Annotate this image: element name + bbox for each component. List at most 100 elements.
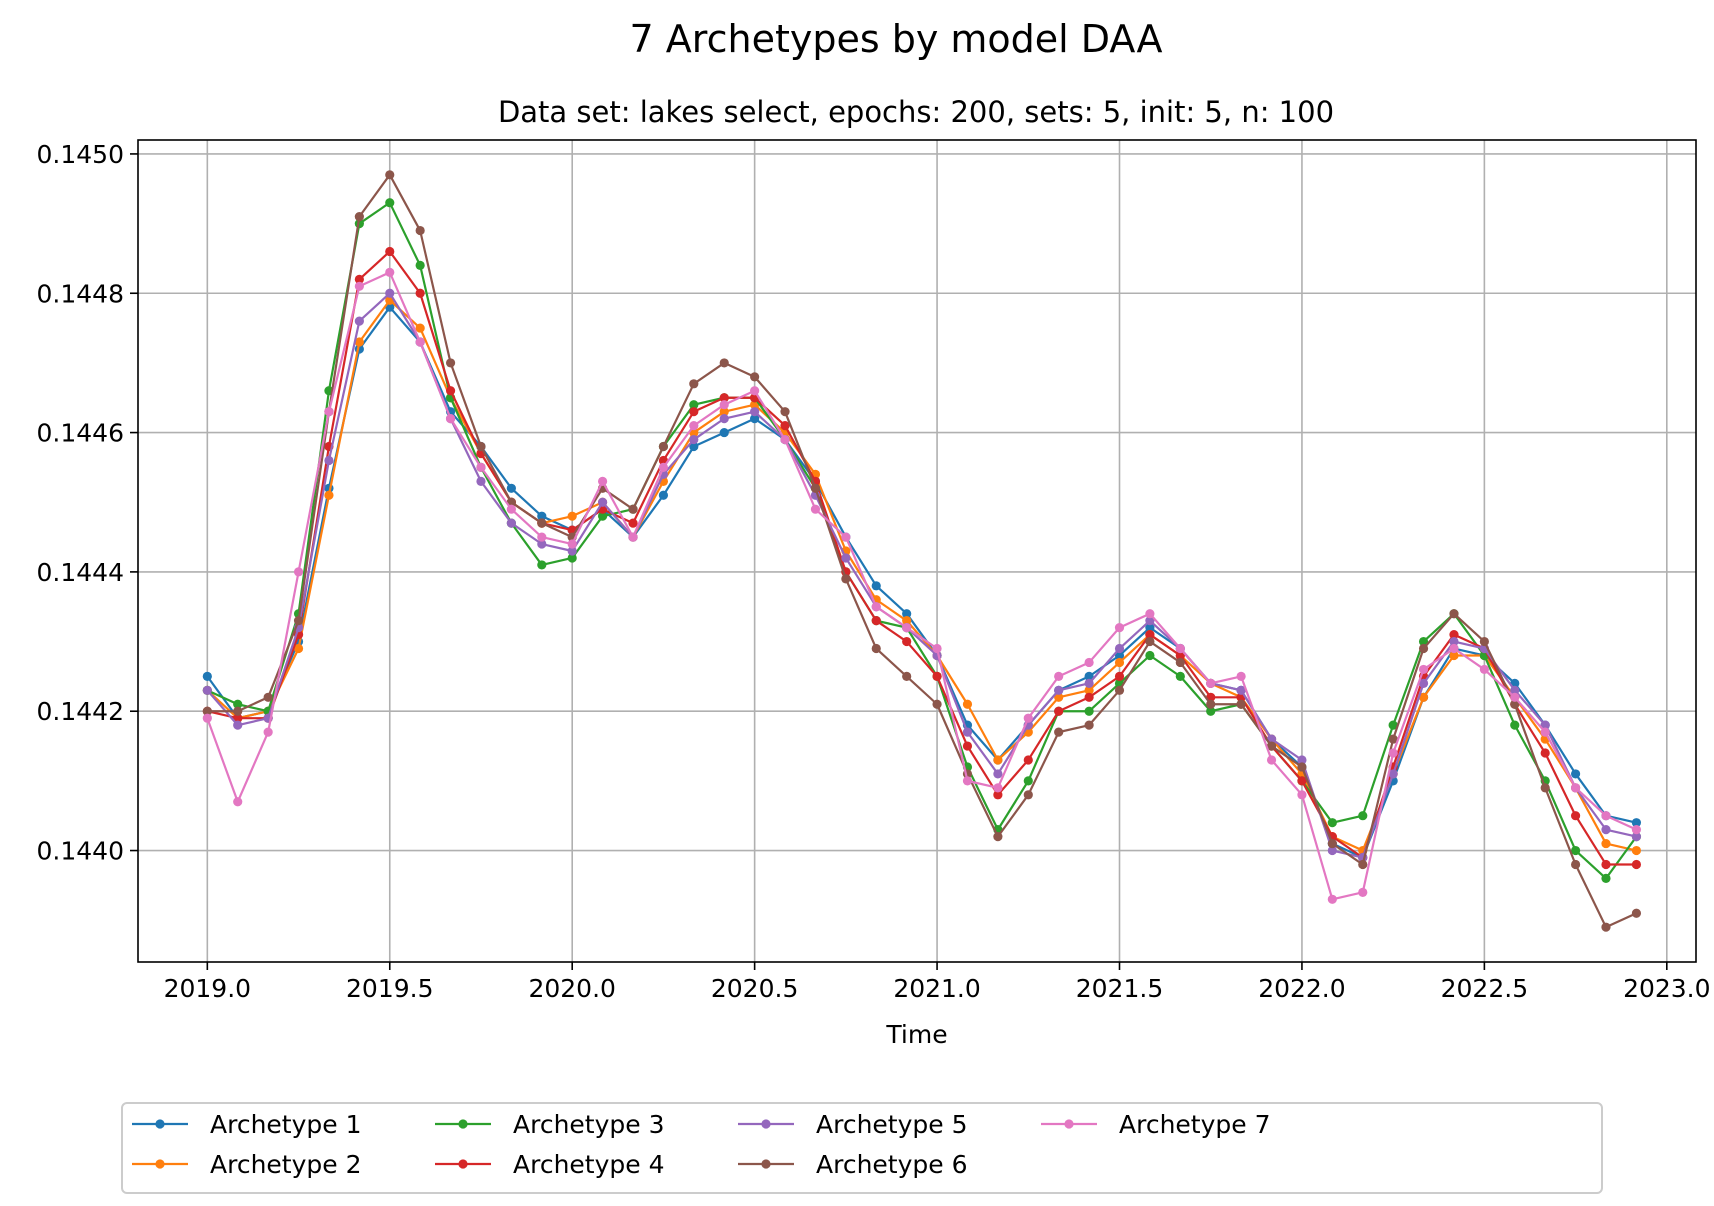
legend-label: Archetype 7 <box>1119 1110 1271 1139</box>
legend-item: Archetype 5 <box>738 1110 968 1139</box>
series-4-point <box>1175 650 1185 661</box>
series-6-point <box>1175 657 1185 668</box>
series-1-point <box>750 414 760 424</box>
series-6-point <box>810 483 821 493</box>
legend-item: Archetype 7 <box>1041 1110 1271 1139</box>
series-5-point <box>719 414 729 424</box>
series-7-point <box>233 797 243 807</box>
series-7-point <box>689 421 699 431</box>
series-7-point <box>1449 643 1459 654</box>
legend-marker <box>761 1159 771 1169</box>
series-6-point <box>1388 734 1398 744</box>
series-7-point <box>1114 623 1125 633</box>
series-3-point <box>567 553 577 563</box>
chart-legend: Archetype 1 Archetype 2 Archetype 3 Archety… <box>121 1102 1603 1194</box>
series-7-point <box>750 386 760 396</box>
series-3-point <box>689 400 699 410</box>
y-tick-label: 0.1446 <box>37 419 124 448</box>
series-2-group <box>202 295 1642 856</box>
series-3-point <box>1023 776 1033 786</box>
series-5-point <box>324 455 334 466</box>
series-4-point <box>962 741 973 751</box>
series-7-point <box>1601 811 1611 821</box>
legend-marker <box>155 1159 165 1169</box>
series-6-point <box>354 212 364 222</box>
series-6-point <box>1479 636 1489 647</box>
series-3-line <box>206 201 1638 880</box>
legend-label: Archetype 5 <box>816 1110 968 1139</box>
legend-item: Archetype 2 <box>132 1150 362 1179</box>
series-7-point <box>841 532 851 542</box>
series-6-point <box>1023 790 1033 800</box>
series-7-point <box>1084 657 1094 668</box>
series-3-point <box>385 198 395 208</box>
series-6-line <box>207 173 1637 929</box>
series-4-point <box>993 790 1003 800</box>
series-3-point <box>233 699 243 709</box>
series-4-point <box>445 386 456 396</box>
series-5-point <box>1297 755 1307 765</box>
series-7-point <box>1540 727 1550 737</box>
series-6-point <box>1327 838 1337 849</box>
series-1-point <box>871 581 881 591</box>
series-5-point <box>506 518 516 528</box>
series-7-point <box>567 539 577 549</box>
legend-label: Archetype 2 <box>210 1150 362 1179</box>
series-4-point <box>689 407 699 417</box>
series-4-point <box>1297 776 1307 786</box>
series-7-point <box>810 504 821 514</box>
series-6-point <box>1418 643 1429 654</box>
series-1-point <box>202 671 212 681</box>
x-tick-label: 2019.0 <box>164 974 251 1003</box>
x-tick-label: 2020.0 <box>528 974 615 1003</box>
series-5-point <box>1540 720 1550 730</box>
series-6-point <box>263 692 273 702</box>
series-1-point <box>506 483 516 493</box>
x-tick-label: 2021.0 <box>893 974 980 1003</box>
series-2-point <box>1054 692 1064 702</box>
series-5-point <box>202 685 212 695</box>
series-4-point <box>233 713 243 723</box>
series-1-point <box>689 441 699 452</box>
series-5-point <box>567 546 577 556</box>
series-1-point <box>719 427 729 438</box>
series-2-point <box>567 511 577 521</box>
series-6-point <box>1297 762 1307 772</box>
series-5-point <box>962 727 973 737</box>
series-2-point <box>1418 692 1429 702</box>
series-3-point <box>1510 720 1520 730</box>
series-2-point <box>902 616 912 626</box>
series-6-point <box>780 407 790 417</box>
series-2-point <box>354 337 364 347</box>
x-tick-label: 2022.5 <box>1441 974 1528 1003</box>
series-1-point <box>537 511 547 521</box>
x-tick-label: 2020.5 <box>711 974 798 1003</box>
series-7-point <box>1631 825 1642 835</box>
series-6-point <box>1236 699 1246 709</box>
series-7-point <box>506 504 516 514</box>
series-7-point <box>1510 692 1520 702</box>
series-6-point <box>1540 783 1550 793</box>
series-5-point <box>689 434 699 445</box>
legend-marker <box>761 1119 771 1129</box>
series-7-point <box>1145 609 1155 619</box>
x-axis-label: Time <box>885 1020 947 1049</box>
legend-frame <box>121 1102 1603 1194</box>
series-6-point <box>415 225 425 236</box>
series-2-point <box>293 643 304 654</box>
series-6-point <box>750 372 760 382</box>
series-7-point <box>1297 790 1307 800</box>
series-7-point <box>1236 671 1246 681</box>
series-2-point <box>324 490 334 500</box>
series-5-point <box>750 407 760 417</box>
x-tick-label: 2019.5 <box>346 974 433 1003</box>
series-5-point <box>1510 685 1520 695</box>
series-6-point <box>1570 859 1581 870</box>
series-5-point <box>354 316 364 326</box>
series-7-point <box>537 532 547 542</box>
legend-marker <box>1064 1119 1074 1129</box>
series-7-point <box>871 602 881 612</box>
series-6-point <box>476 441 486 452</box>
series-4-point <box>415 288 425 298</box>
